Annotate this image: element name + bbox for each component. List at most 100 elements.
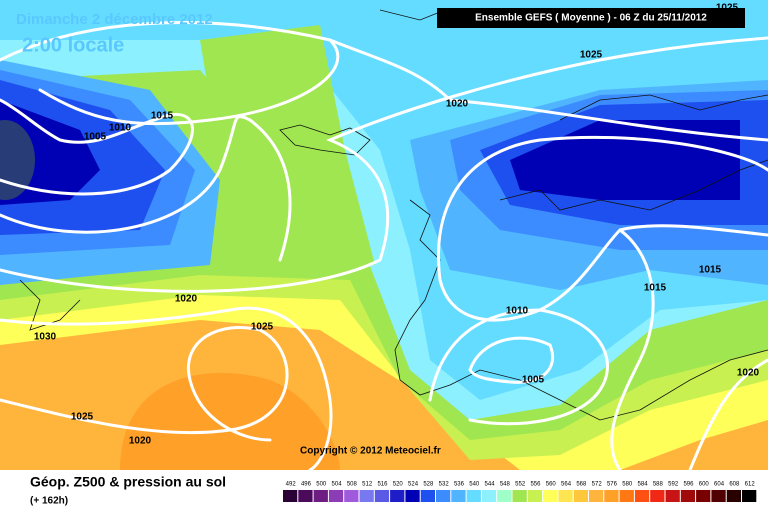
scale-swatch <box>604 490 619 502</box>
coastline <box>394 199 768 421</box>
scale-label: 524 <box>408 482 419 488</box>
scale-swatch <box>665 490 680 502</box>
isobar <box>428 308 609 426</box>
scale-label: 520 <box>393 482 404 488</box>
scale-label: 580 <box>622 482 633 488</box>
scale-label: 552 <box>515 482 526 488</box>
scale-swatch <box>726 490 741 502</box>
isobar-label: 1005 <box>84 132 107 143</box>
isobar <box>688 358 768 472</box>
isobar-label: 1030 <box>34 332 57 343</box>
scale-swatch <box>619 490 634 502</box>
isobar-label: 1020 <box>737 368 760 379</box>
isobar-labels: 1025102510201015101010051015102010301025… <box>34 3 760 447</box>
field-region <box>200 25 375 265</box>
scale-label: 516 <box>377 482 388 488</box>
isobar-label: 1010 <box>506 306 529 317</box>
scale-swatch <box>390 490 405 502</box>
scale-swatch <box>451 490 466 502</box>
scale-swatch <box>436 490 451 502</box>
isobar-label: 1020 <box>129 436 152 447</box>
isobar-label: 1015 <box>699 265 722 276</box>
scale-label: 572 <box>592 482 603 488</box>
isobar <box>0 115 292 262</box>
scale-swatch <box>344 490 359 502</box>
field-region <box>510 120 740 200</box>
isobar-label: 1015 <box>644 283 667 294</box>
coastline <box>279 124 371 156</box>
scale-label: 492 <box>286 482 297 488</box>
copyright: Copyright © 2012 Meteociel.fr <box>300 446 441 457</box>
scale-label: 504 <box>332 482 343 488</box>
coastline <box>379 9 441 21</box>
footer-title: Géop. Z500 & pression au sol <box>30 474 226 490</box>
isobar-label: 1025 <box>580 50 603 61</box>
scale-swatch <box>497 490 512 502</box>
run-info: Ensemble GEFS ( Moyenne ) - 06 Z du 25/1… <box>475 13 707 24</box>
scale-label: 600 <box>699 482 710 488</box>
scale-swatch <box>650 490 665 502</box>
isobar <box>438 224 768 322</box>
scale-swatch <box>328 490 344 502</box>
isobar <box>468 336 555 384</box>
scale-swatch <box>696 490 711 502</box>
isobar-label: 1025 <box>71 412 94 423</box>
scale-swatch <box>742 490 757 502</box>
coastlines <box>19 9 768 421</box>
scale-label: 608 <box>729 482 740 488</box>
scale-label: 496 <box>301 482 312 488</box>
scale-swatch <box>573 490 588 502</box>
isobar <box>0 36 768 293</box>
scale-label: 560 <box>546 482 557 488</box>
isobar-label: 1010 <box>109 123 132 134</box>
scale-swatch <box>466 490 481 502</box>
scale-label: 512 <box>362 482 373 488</box>
isobar-label: 1025 <box>251 322 274 333</box>
scale-swatch <box>543 490 558 502</box>
isobar-label: 1015 <box>151 111 174 122</box>
scale-label: 500 <box>316 482 327 488</box>
scale-swatch <box>359 490 374 502</box>
scale-label: 596 <box>683 482 694 488</box>
isobar <box>437 135 768 282</box>
scale-label: 564 <box>561 482 572 488</box>
field-core <box>0 120 35 200</box>
scale-label: 612 <box>745 482 756 488</box>
isobar-label: 1005 <box>522 375 545 386</box>
isobar <box>0 98 194 196</box>
scale-swatch <box>481 490 497 502</box>
isobar <box>0 325 289 442</box>
footer-lead: (+ 162h) <box>30 496 68 507</box>
run-box <box>437 8 745 28</box>
scale-swatch <box>558 490 573 502</box>
isobars <box>0 21 768 472</box>
scale-label: 584 <box>638 482 649 488</box>
isobar <box>610 228 655 472</box>
scale-label: 536 <box>454 482 465 488</box>
scale-label: 532 <box>439 482 450 488</box>
scale-swatch <box>589 490 604 502</box>
scale-label: 576 <box>607 482 618 488</box>
isobar-label: 1020 <box>175 294 198 305</box>
scale-swatch <box>313 490 328 502</box>
scale-label: 528 <box>423 482 434 488</box>
time-title: 2:00 locale <box>22 34 124 56</box>
isobar <box>328 38 768 142</box>
scale-label: 544 <box>485 482 496 488</box>
coastline <box>559 94 768 121</box>
isobar <box>0 21 340 126</box>
isobar-label: 1020 <box>446 99 469 110</box>
scale-label: 508 <box>347 482 358 488</box>
scale-swatch <box>374 490 390 502</box>
scale-swatch <box>512 490 527 502</box>
scale-swatch <box>283 490 298 502</box>
coastline <box>19 279 81 331</box>
z500-field <box>0 0 768 470</box>
scale-label: 568 <box>576 482 587 488</box>
scale-label: 548 <box>500 482 511 488</box>
scale-swatch <box>680 490 696 502</box>
scale-swatch <box>711 490 726 502</box>
color-scale: 492 496 500 504 508 512 516 520 524 528 532 536 540 5… <box>283 482 757 502</box>
scale-swatch <box>298 490 313 502</box>
